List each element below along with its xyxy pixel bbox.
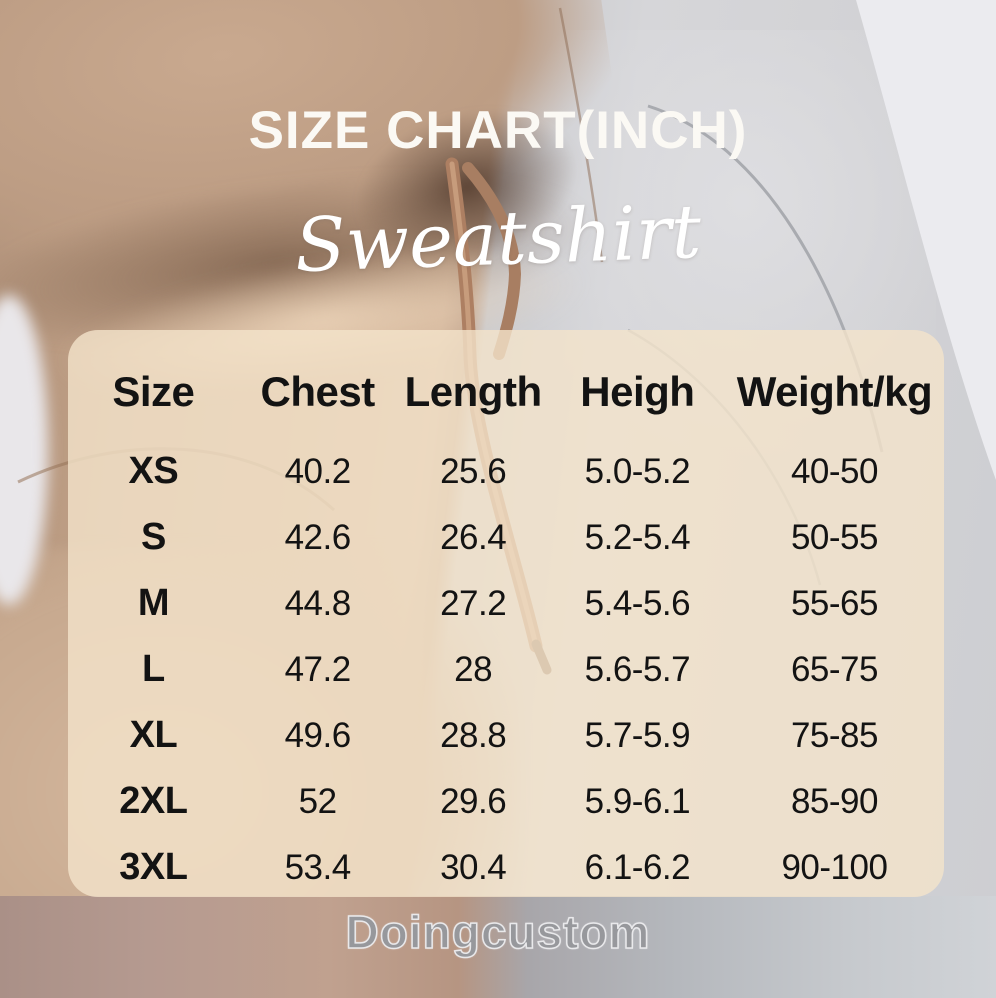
size-label: M: [137, 582, 170, 624]
tan-hoodie-seam-line: [558, 7, 604, 263]
table-cell: 90-100: [781, 847, 888, 887]
table-cell: 47.2: [284, 649, 352, 689]
table-cell: 30.4: [440, 847, 507, 887]
table-cell: 40.2: [284, 451, 352, 491]
table-cell: 5.9-6.1: [584, 781, 691, 821]
size-label: 3XL: [119, 846, 188, 888]
table-cell: 42.6: [284, 517, 352, 557]
size-table-header: Size Chest Length Heigh Weight/kg: [68, 352, 944, 432]
table-cell: 28.8: [440, 715, 507, 755]
table-cell: 25.6: [440, 451, 507, 491]
table-row: S 42.6 26.4 5.2-5.4 50-55: [68, 504, 944, 570]
size-table-body: XS 40.2 25.6 5.0-5.2 40-50 S 42.6 26.4 5.2-5.4 50…: [68, 438, 944, 900]
size-label: S: [140, 516, 166, 558]
size-label: L: [142, 648, 165, 690]
table-cell: 27.2: [440, 583, 507, 623]
table-cell: 5.4-5.6: [584, 583, 691, 623]
table-row: 3XL 53.4 30.4 6.1-6.2 90-100: [68, 834, 944, 900]
size-label: XS: [128, 450, 179, 492]
table-cell: 5.2-5.4: [584, 517, 691, 557]
table-cell: 52: [298, 781, 337, 821]
table-row: 2XL 52 29.6 5.9-6.1 85-90: [68, 768, 944, 834]
column-header-heigh: Heigh: [580, 368, 695, 415]
column-header-weight-kg: Weight/kg: [736, 368, 933, 415]
column-header-length: Length: [404, 368, 542, 415]
table-cell: 49.6: [284, 715, 352, 755]
photo-bottom-strip: [0, 896, 996, 998]
table-row: L 47.2 28 5.6-5.7 65-75: [68, 636, 944, 702]
table-cell: 5.6-5.7: [584, 649, 691, 689]
brand-watermark: Doingcustom: [345, 905, 651, 959]
table-cell: 28: [454, 649, 493, 689]
table-row: XL 49.6 28.8 5.7-5.9 75-85: [68, 702, 944, 768]
table-cell: 29.6: [440, 781, 507, 821]
table-cell: 6.1-6.2: [584, 847, 691, 887]
table-cell: 26.4: [440, 517, 507, 557]
size-label: XL: [129, 714, 178, 756]
table-cell: 53.4: [284, 847, 352, 887]
table-cell: 55-65: [790, 583, 879, 623]
table-cell: 44.8: [284, 583, 352, 623]
page-title: SIZE CHART(INCH): [248, 101, 748, 160]
table-row: XS 40.2 25.6 5.0-5.2 40-50: [68, 438, 944, 504]
backdrop-shape: [856, 0, 996, 480]
table-cell: 5.0-5.2: [584, 451, 691, 491]
column-header-chest: Chest: [260, 368, 376, 415]
table-row: M 44.8 27.2 5.4-5.6 55-65: [68, 570, 944, 636]
size-chart-panel: Size Chest Length Heigh Weight/kg XS 40.2 25.6…: [68, 330, 944, 897]
table-cell: 5.7-5.9: [584, 715, 691, 755]
size-table: Size Chest Length Heigh Weight/kg XS 40.2 25.6…: [68, 330, 944, 897]
table-cell: 65-75: [790, 649, 879, 689]
size-label: 2XL: [119, 780, 188, 822]
table-cell: 85-90: [790, 781, 879, 821]
column-header-size: Size: [112, 368, 195, 415]
table-cell: 75-85: [790, 715, 879, 755]
table-cell: 40-50: [790, 451, 879, 491]
table-cell: 50-55: [790, 517, 879, 557]
